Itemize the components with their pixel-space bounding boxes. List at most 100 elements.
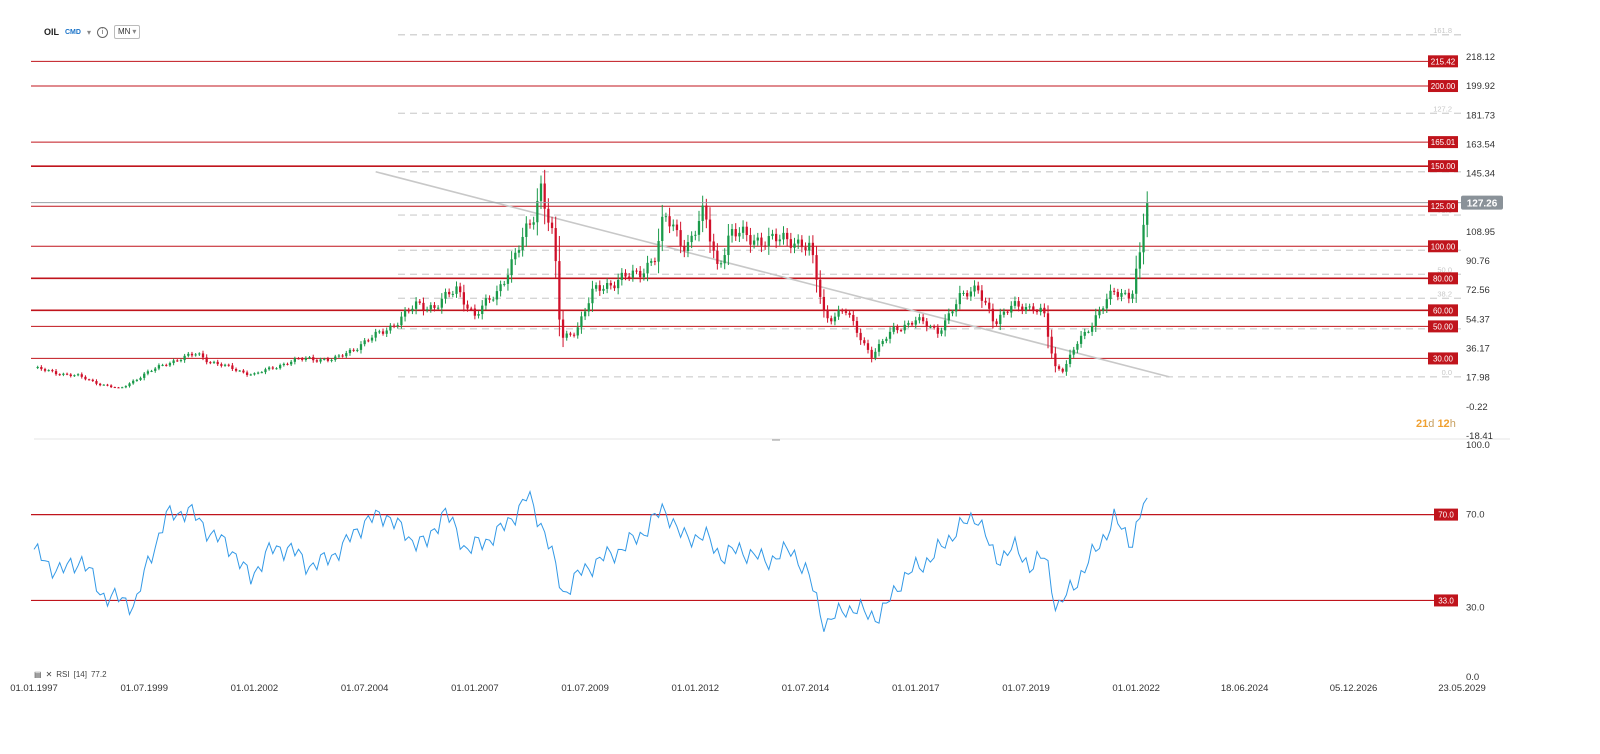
candle-body [444, 291, 447, 299]
rsi-period: [14] [73, 670, 87, 679]
price-axis-tick: -18.41 [1466, 431, 1493, 442]
candle-body [411, 308, 414, 312]
level-label-box [1428, 352, 1458, 365]
candle-body [403, 310, 407, 317]
candle-body [238, 370, 241, 372]
candle-body [43, 369, 47, 371]
candle-body [550, 222, 554, 229]
candle-body [473, 308, 477, 316]
candle-body [749, 235, 752, 245]
candle-body [914, 320, 917, 325]
candle-body [359, 344, 363, 350]
rsi-indicator-label[interactable]: ▤ ✕ RSI [14] 77.2 [34, 670, 107, 679]
candle-body [988, 302, 991, 309]
candle-body [124, 386, 127, 388]
candle-body [866, 343, 870, 350]
candle-body [547, 208, 550, 223]
candle-body [154, 368, 157, 371]
rsi-axis-tick: 30.0 [1466, 602, 1485, 613]
candle-body [161, 364, 164, 366]
candle-body [539, 183, 543, 201]
price-axis-tick: 90.76 [1466, 256, 1490, 267]
indicator-settings-icon[interactable]: ▤ [34, 670, 42, 679]
candle-body [319, 359, 322, 362]
candle-body [1035, 311, 1039, 313]
candle-body [650, 261, 653, 263]
candle-body [995, 321, 998, 325]
candle-body [881, 341, 884, 345]
candle-body [1046, 313, 1050, 337]
candle-body [921, 317, 925, 322]
candle-body [110, 385, 113, 388]
candle-body [760, 237, 763, 246]
candle-body [352, 349, 355, 351]
fib-level-label: 161.8 [1433, 26, 1452, 35]
candle-body [1002, 311, 1006, 315]
candle-body [183, 355, 186, 361]
candle-body [113, 387, 116, 389]
level-label-box [1428, 55, 1458, 68]
level-label: 165.01 [1431, 138, 1456, 147]
price-axis-tick: 199.92 [1466, 81, 1495, 92]
candle-body [301, 358, 304, 360]
candle-body [139, 377, 142, 380]
candle-body [580, 316, 583, 328]
candle-body [80, 374, 83, 377]
timeframe-select[interactable]: MN ▾ [113, 25, 141, 39]
candle-body [1043, 307, 1046, 314]
candle-body [212, 361, 216, 363]
candle-body [249, 374, 252, 376]
candle-body [561, 319, 565, 338]
candle-body [492, 299, 495, 301]
candle-body [697, 221, 701, 235]
countdown-days: 21 [1416, 418, 1429, 430]
info-icon[interactable]: i [96, 26, 108, 38]
candle-body [503, 283, 506, 285]
candle-body [470, 308, 473, 310]
candle-body [91, 379, 94, 382]
candle-body [984, 300, 987, 303]
candle-body [999, 314, 1002, 325]
level-label: 30.00 [1433, 354, 1454, 363]
rsi-level-label: 33.0 [1438, 596, 1454, 605]
candle-body [822, 296, 826, 310]
countdown-hours: 12 [1437, 418, 1450, 430]
chevron-down-icon[interactable]: ▾ [86, 27, 91, 37]
candle-body [1101, 308, 1105, 311]
candle-body [705, 205, 708, 220]
symbol-label[interactable]: OIL [44, 27, 59, 37]
level-label: 60.00 [1433, 306, 1454, 315]
price-axis-tick: 108.95 [1466, 227, 1495, 238]
close-icon[interactable]: ✕ [45, 670, 53, 679]
candle-body [686, 242, 690, 252]
candle-body [190, 353, 194, 356]
candle-body [1017, 301, 1020, 307]
candle-body [771, 233, 774, 237]
candle-body [312, 357, 315, 361]
candle-body [727, 235, 730, 256]
candle-body [488, 298, 491, 300]
candle-body [143, 373, 146, 378]
candle-body [506, 275, 510, 284]
rsi-level-label: 70.0 [1438, 511, 1454, 520]
candle-body [330, 359, 333, 361]
candle-body [1076, 343, 1079, 350]
candle-body [694, 234, 697, 236]
level-label: 50.00 [1433, 322, 1454, 331]
candle-body [572, 334, 576, 336]
candle-body [532, 222, 535, 225]
candle-body [885, 338, 888, 342]
candle-body [363, 340, 366, 345]
candle-body [201, 353, 205, 358]
candle-body [903, 324, 906, 331]
candle-body [815, 255, 818, 280]
countdown-days-unit: d [1428, 418, 1435, 430]
candle-body [657, 240, 660, 262]
candle-body [844, 311, 848, 313]
candle-body [639, 270, 642, 278]
candle-body [290, 361, 293, 365]
candle-body [389, 325, 392, 331]
candle-body [617, 279, 620, 289]
candle-body [1079, 335, 1083, 344]
